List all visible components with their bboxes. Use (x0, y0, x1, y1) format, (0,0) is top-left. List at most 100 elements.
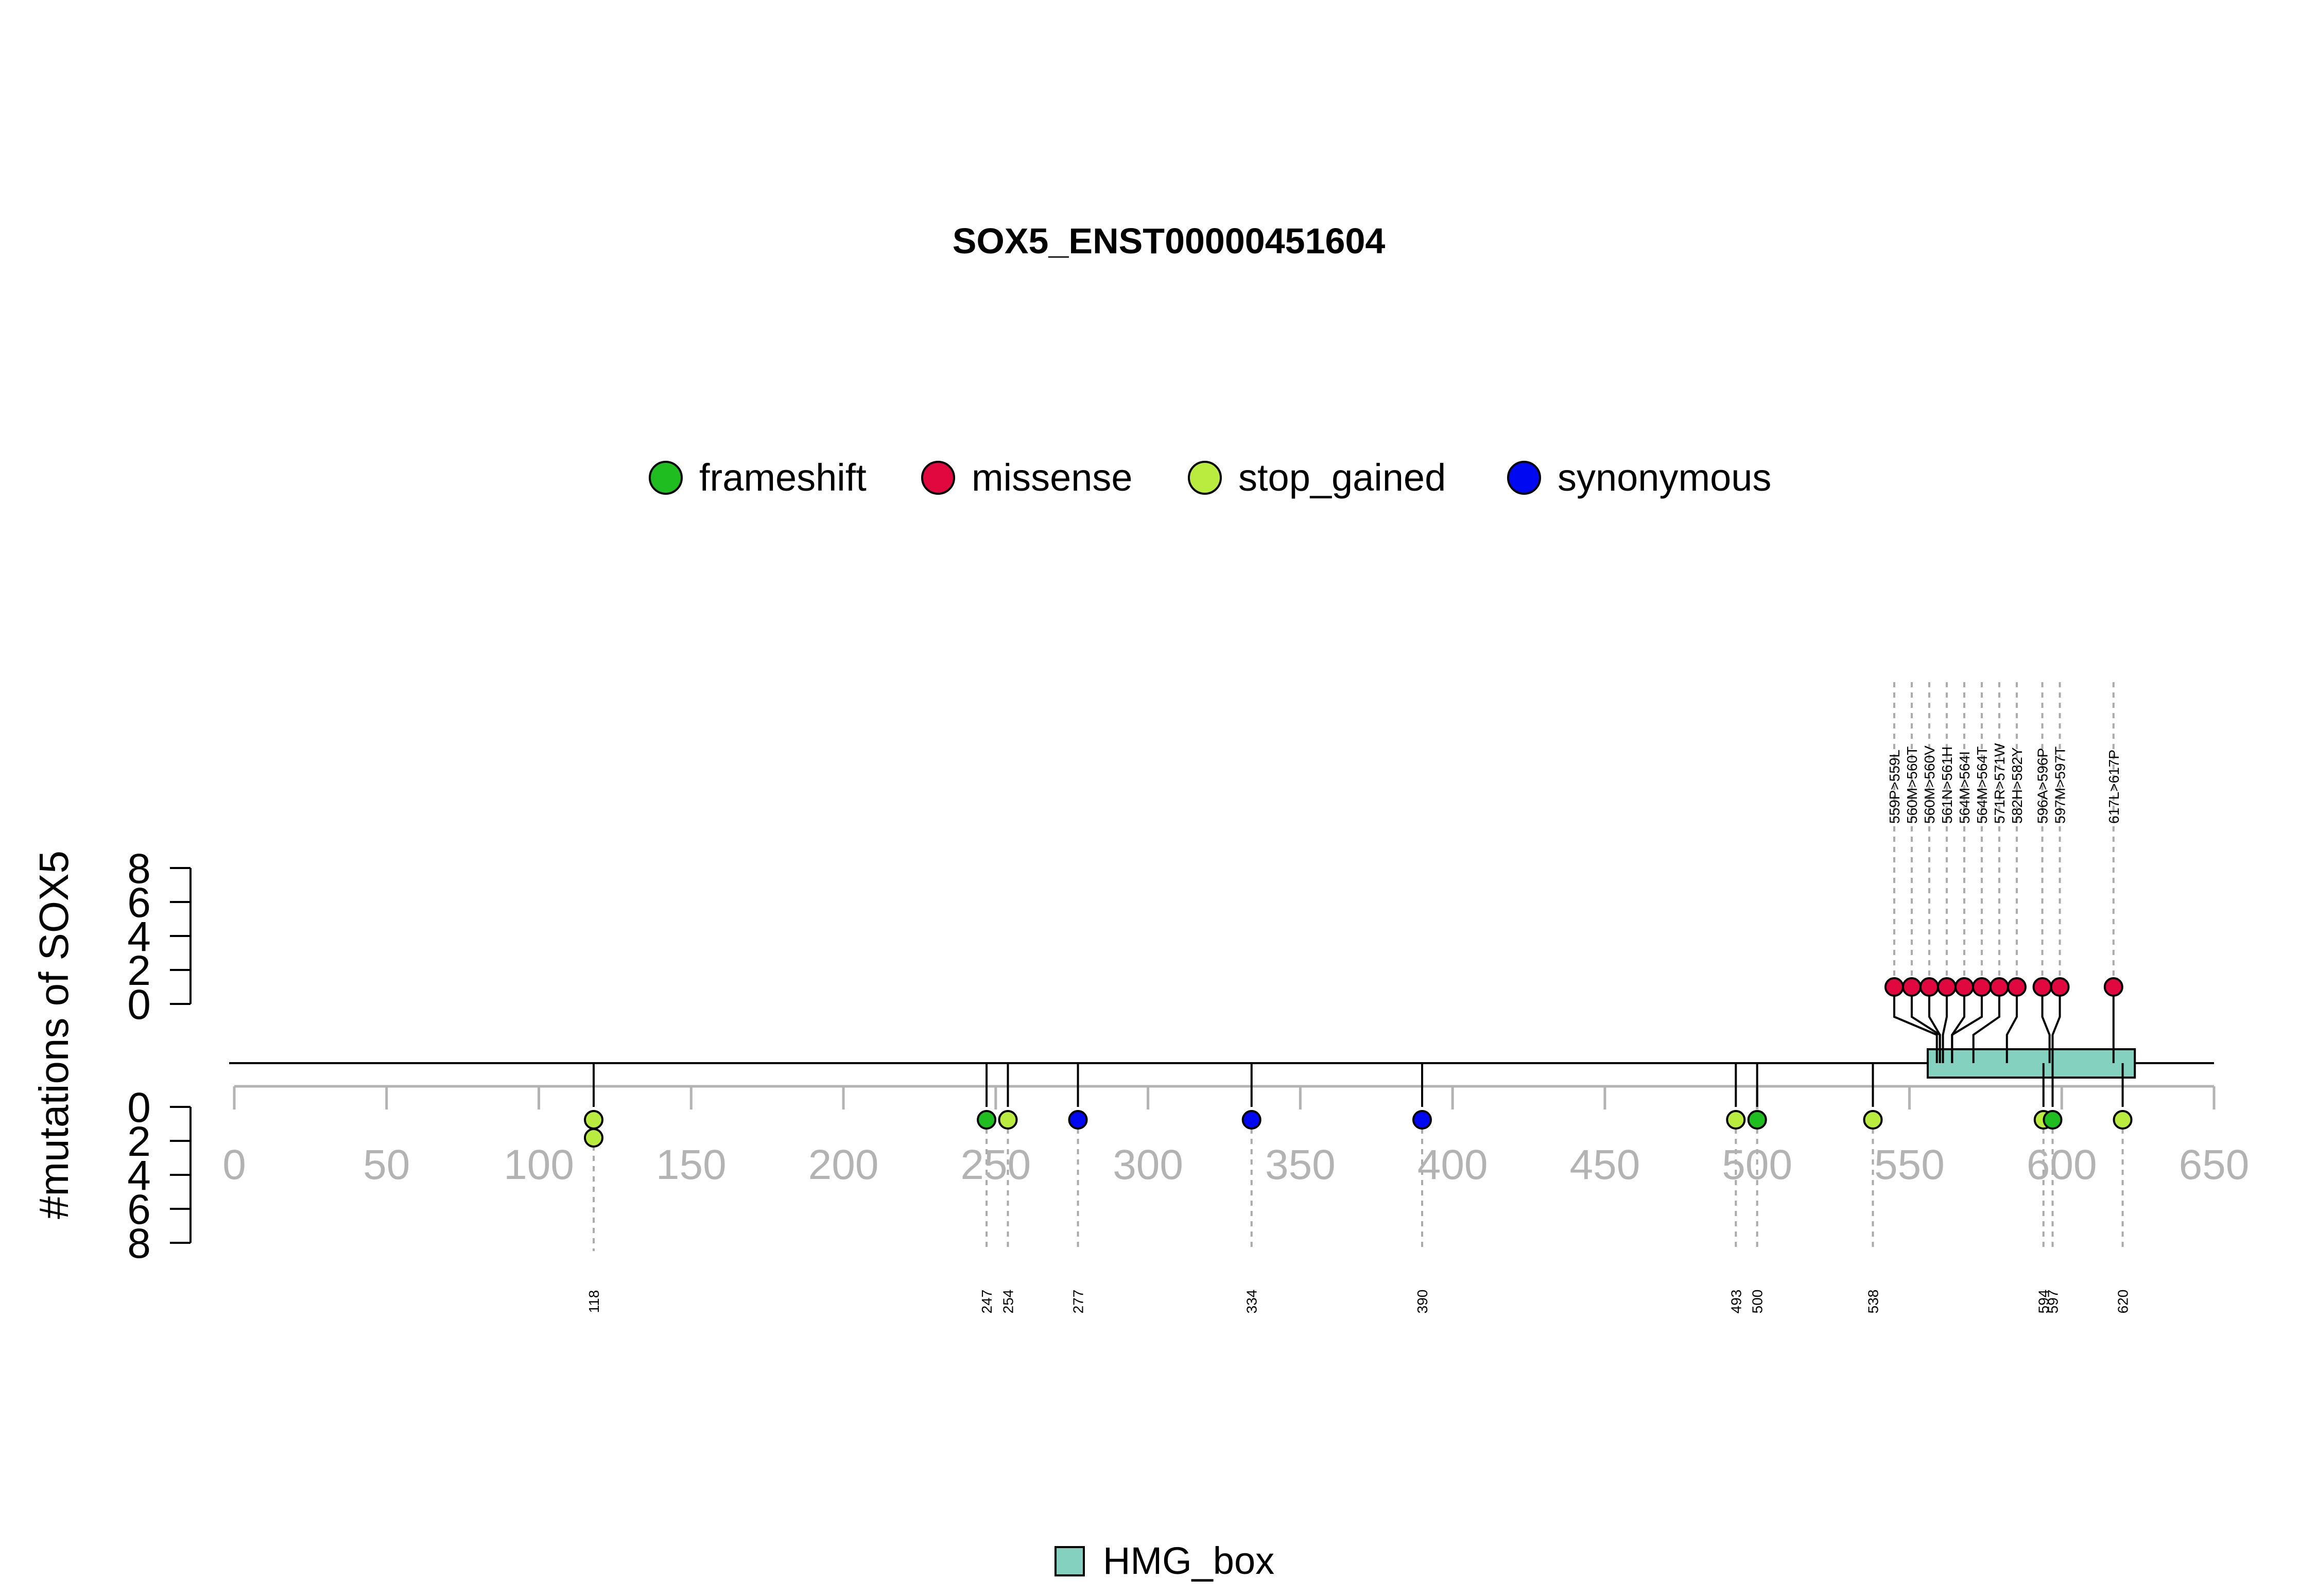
lollipop-stem (2005, 987, 2018, 1063)
x-tick-label: 150 (656, 1141, 727, 1188)
y-bottom-tick-label: 8 (127, 1220, 151, 1267)
bottom-mutation-label: 500 (1750, 1290, 1766, 1314)
legend-label-synonymous: synonymous (1558, 456, 1771, 499)
lollipop-head-missense (2050, 977, 2070, 997)
bottom-mutation-label: 118 (586, 1290, 602, 1313)
legend-label-frameshift: frameshift (699, 456, 867, 499)
domain-legend: HMG_box (1054, 1539, 1274, 1582)
domain-HMG_box (1926, 1048, 2136, 1079)
lollipop-stem (1951, 987, 1983, 1063)
x-tick-label: 350 (1265, 1141, 1336, 1188)
bottom-mutation-label: 493 (1728, 1290, 1744, 1314)
lollipop-head-synonymous (1241, 1110, 1261, 1130)
top-mutation-label: 571R>571W (1992, 743, 2008, 824)
lollipop-head-frameshift (977, 1110, 997, 1130)
bottom-mutation-label: 390 (1414, 1290, 1430, 1314)
top-mutation-label: 582H>582Y (2009, 747, 2025, 824)
lollipop-head-missense (2103, 977, 2123, 997)
y-bottom-tick-label: 2 (127, 1118, 151, 1165)
x-tick-label: 0 (222, 1141, 246, 1188)
lollipop-head-missense (1936, 977, 1957, 997)
top-mutation-label: 596A>596P (2035, 748, 2051, 824)
x-tick-label: 550 (1874, 1141, 1945, 1188)
top-mutation-label: 560M>560T (1904, 747, 1920, 824)
lollipop-head-missense (1884, 977, 1904, 997)
domains (1926, 1048, 2136, 1079)
lollipop-head-stop_gained (998, 1110, 1018, 1130)
x-tick-label: 600 (2027, 1141, 2097, 1188)
bottom-mutation-label: 620 (2115, 1290, 2131, 1314)
lollipop-head-stop_gained (1726, 1110, 1746, 1130)
guide-lines (593, 682, 2124, 1251)
bottom-mutation-label: 247 (979, 1290, 995, 1314)
lollipop-head-missense (1919, 977, 1939, 997)
legend-swatch-frameshift (649, 461, 683, 495)
lollipop-stem (1893, 987, 1938, 1063)
domain-legend-label: HMG_box (1103, 1539, 1274, 1582)
lollipop-head-synonymous (1412, 1110, 1432, 1130)
lollipop-head-missense (1954, 977, 1974, 997)
legend-label-stop_gained: stop_gained (1238, 456, 1446, 499)
top-mutation-label: 564M>564T (1974, 747, 1990, 824)
x-tick-label: 50 (363, 1141, 410, 1188)
lollipop-head-frameshift (2043, 1110, 2063, 1130)
domain-legend-swatch (1054, 1546, 1085, 1576)
mutation-type-legend: frameshift missense stop_gained synonymous (649, 456, 1771, 499)
x-tick-label: 300 (1113, 1141, 1183, 1188)
bottom-mutation-label: 597 (2045, 1290, 2061, 1314)
lollipop-head-missense (1989, 977, 2009, 997)
x-tick-label: 250 (960, 1141, 1031, 1188)
y-top-tick-label: 6 (127, 879, 151, 926)
top-mutation-label: 561N>561H (1939, 747, 1955, 824)
lollipop-head-synonymous (1068, 1110, 1088, 1130)
x-tick-label: 100 (504, 1141, 574, 1188)
chart-title: SOX5_ENST00000451604 (953, 221, 1386, 261)
lollipop-head-stop_gained (584, 1110, 604, 1130)
x-axis: 0 50 100 150 200 250 300 350 400 450 500 550 600 650 (222, 1085, 2250, 1188)
x-tick-label: 500 (1722, 1141, 1792, 1188)
x-tick-label: 650 (2179, 1141, 2250, 1188)
y-top-tick-label: 4 (127, 913, 151, 960)
bottom-lollipops (584, 1063, 2133, 1148)
x-tick-label: 200 (808, 1141, 879, 1188)
lollipop-head-frameshift (1747, 1110, 1767, 1130)
legend-swatch-missense (921, 461, 955, 495)
top-mutation-label: 617L>617P (2106, 750, 2122, 824)
bottom-mutation-label: 277 (1070, 1290, 1086, 1314)
y-bottom-tick-label: 6 (127, 1186, 151, 1233)
lollipop-head-missense (1901, 977, 1922, 997)
legend-swatch-synonymous (1507, 461, 1541, 495)
lollipop-head-stop_gained (2113, 1110, 2133, 1130)
lollipop-stem (1972, 987, 2000, 1063)
legend-label-missense: missense (972, 456, 1133, 499)
lollipop-stem (2041, 987, 2051, 1063)
bottom-mutation-label: 594 (2036, 1290, 2052, 1314)
bottom-mutation-label: 334 (1244, 1290, 1260, 1314)
lollipop-stem (2051, 987, 2061, 1063)
y-top-tick-label: 8 (127, 845, 151, 892)
y-top-tick-label: 0 (127, 981, 151, 1028)
legend-swatch-stop_gained (1188, 461, 1222, 495)
y-top-tick-label: 2 (127, 947, 151, 994)
top-mutation-label: 597M>597T (2052, 747, 2068, 824)
lollipop-stem (1942, 987, 1948, 1063)
bottom-mutation-label: 254 (1000, 1290, 1016, 1314)
y-axis-label: #mutations of SOX5 (31, 851, 77, 1219)
lollipop-stem (1928, 987, 1941, 1063)
y-bottom-tick-label: 0 (127, 1084, 151, 1131)
top-lollipops (1884, 977, 2123, 1063)
x-tick-label: 450 (1570, 1141, 1640, 1188)
lollipop-head-missense (2032, 977, 2052, 997)
lollipop-head-missense (2007, 977, 2027, 997)
x-tick-label: 400 (1417, 1141, 1488, 1188)
top-mutation-label: 564M>564I (1957, 751, 1973, 824)
bottom-mutation-label: 538 (1865, 1290, 1881, 1314)
top-mutation-label: 560M>560V (1922, 745, 1938, 824)
lollipop-head-missense (1972, 977, 1992, 997)
y-bottom-tick-label: 4 (127, 1152, 151, 1199)
lollipop-head-stop_gained (1863, 1110, 1883, 1130)
